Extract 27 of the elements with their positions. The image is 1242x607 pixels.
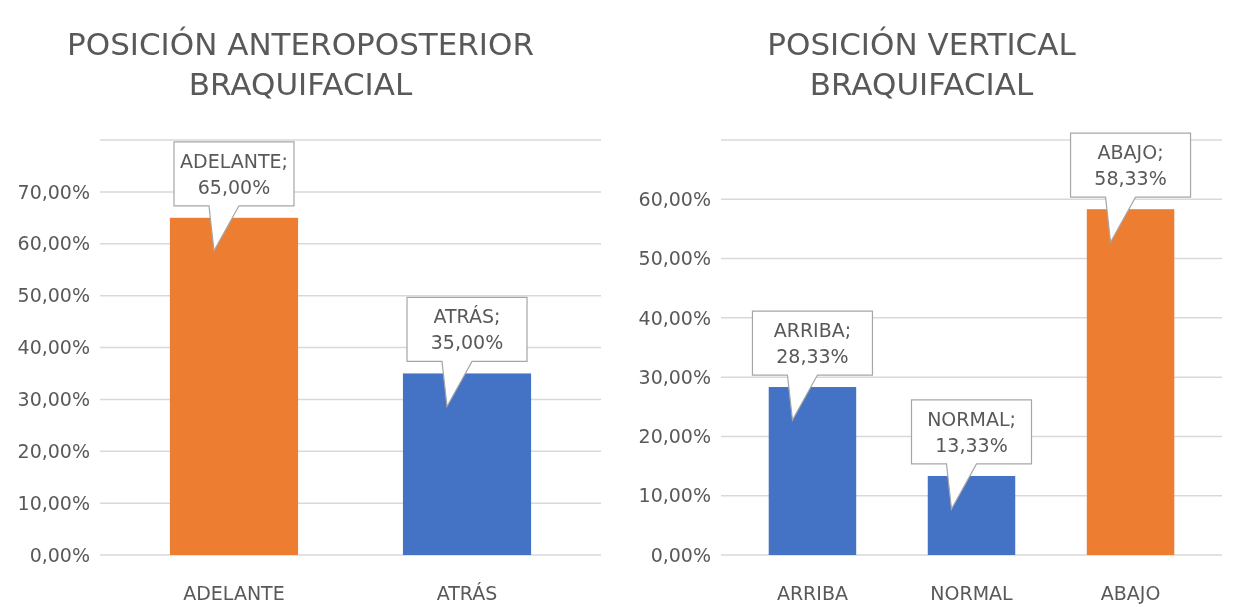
y-tick-label: 0,00% xyxy=(650,543,711,566)
y-tick-label: 60,00% xyxy=(638,187,711,210)
y-tick-label: 20,00% xyxy=(17,439,90,462)
x-tick-label: ADELANTE xyxy=(183,582,285,604)
y-tick-label: 50,00% xyxy=(17,284,90,307)
y-tick-label: 60,00% xyxy=(17,232,90,255)
data-label: NORMAL; 13,33% xyxy=(927,407,1016,456)
y-tick-label: 40,00% xyxy=(17,336,90,359)
chart-title: POSICIÓN VERTICAL BRAQUIFACIAL xyxy=(767,26,1077,102)
y-tick-label: 10,00% xyxy=(17,491,90,514)
data-label: ATRÁS; 35,00% xyxy=(430,305,504,354)
x-tick-label: ARRIBA xyxy=(776,582,848,604)
chart-title: POSICIÓN ANTEROPOSTERIOR BRAQUIFACIAL xyxy=(67,26,534,102)
data-label: ARRIBA; 28,33% xyxy=(773,319,852,368)
y-tick-label: 30,00% xyxy=(17,388,90,411)
data-label: ADELANTE; 65,00% xyxy=(180,149,288,198)
y-tick-label: 70,00% xyxy=(17,180,90,203)
x-tick-label: NORMAL xyxy=(930,582,1014,604)
x-tick-label: ATRÁS xyxy=(436,582,498,604)
y-tick-label: 30,00% xyxy=(638,365,711,388)
y-tick-label: 40,00% xyxy=(638,306,711,329)
x-tick-label: ABAJO xyxy=(1100,582,1161,604)
y-tick-label: 50,00% xyxy=(638,247,711,270)
y-tick-label: 10,00% xyxy=(638,484,711,507)
y-tick-label: 20,00% xyxy=(638,425,711,448)
data-label: ABAJO; 58,33% xyxy=(1094,141,1167,190)
y-tick-label: 0,00% xyxy=(29,543,90,566)
